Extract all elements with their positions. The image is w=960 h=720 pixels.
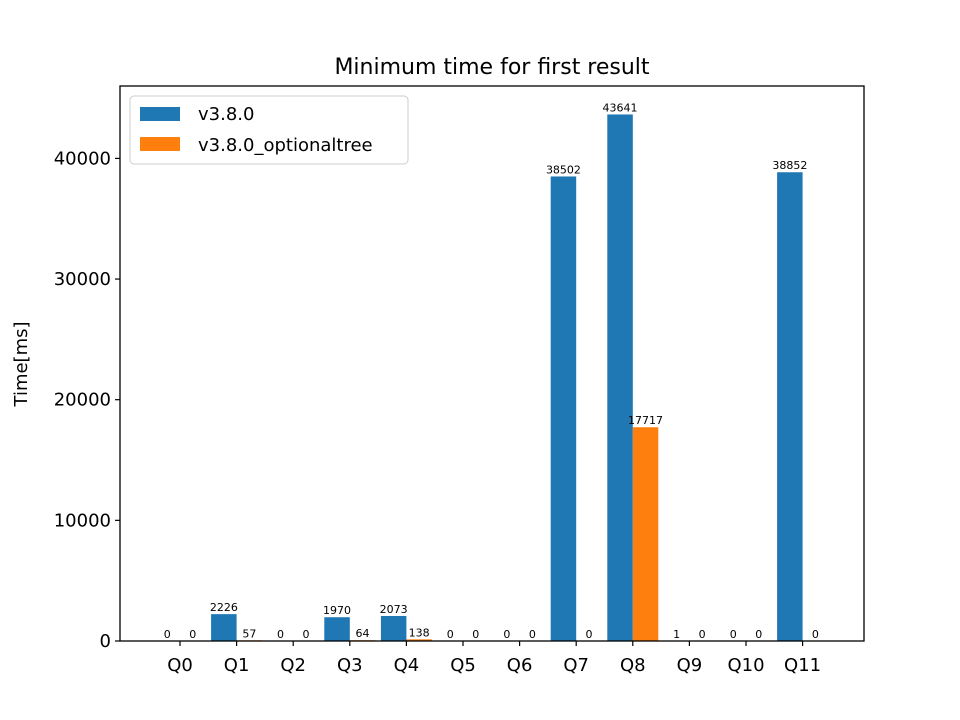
data-label-q3-series-1: 1970 — [323, 604, 351, 617]
y-tick-label-0: 0 — [100, 631, 111, 652]
legend-box — [129, 95, 409, 165]
bar-q8-series-2 — [632, 427, 659, 641]
x-tick-label-q5: Q5 — [450, 655, 476, 676]
x-tick-label-q9: Q9 — [677, 655, 703, 676]
x-tick-label-q8: Q8 — [620, 655, 646, 676]
x-tick-label-q3: Q3 — [337, 655, 363, 676]
data-label-q2-series-1: 0 — [277, 628, 284, 641]
data-label-q9-series-2: 0 — [699, 628, 706, 641]
legend: v3.8.0 v3.8.0_optionaltree — [129, 95, 409, 165]
bar-q4-series-1 — [380, 615, 407, 641]
y-tick-label-20000: 20000 — [54, 390, 111, 411]
x-tick-label-q6: Q6 — [507, 655, 533, 676]
plot-frame — [119, 85, 865, 642]
legend-label-v3-8-0-optionaltree: v3.8.0_optionaltree — [198, 135, 373, 156]
data-label-q1-series-2: 57 — [242, 627, 256, 640]
x-tick-label-q4: Q4 — [394, 655, 420, 676]
data-label-q6-series-2: 0 — [529, 628, 536, 641]
data-label-q2-series-2: 0 — [302, 628, 309, 641]
data-label-q0-series-2: 0 — [189, 628, 196, 641]
bar-q3-series-1 — [324, 617, 350, 641]
bar-q1-series-1 — [211, 614, 237, 641]
data-label-q0-series-1: 0 — [164, 628, 171, 641]
legend-swatch-v3-8-0 — [140, 107, 180, 121]
y-axis: 0 10000 20000 30000 40000 — [54, 148, 120, 652]
x-axis: Q0 Q1 Q2 Q3 Q4 Q5 Q6 Q7 Q8 Q9 Q10 Q11 — [167, 641, 821, 676]
data-label-q6-series-1: 0 — [503, 628, 510, 641]
data-label-q7-series-1: 38502 — [546, 163, 581, 176]
x-tick-label-q7: Q7 — [563, 655, 589, 676]
data-label-q1-series-1: 2226 — [210, 601, 238, 614]
data-label-q8-series-2: 17717 — [628, 414, 663, 427]
data-label-q8-series-1: 43641 — [603, 101, 638, 114]
x-tick-label-q11: Q11 — [784, 655, 821, 676]
data-label-q5-series-1: 0 — [447, 628, 454, 641]
y-tick-label-30000: 30000 — [54, 269, 111, 290]
legend-label-v3-8-0: v3.8.0 — [198, 104, 254, 125]
y-tick-label-40000: 40000 — [54, 148, 111, 169]
data-label-q11-series-2: 0 — [812, 628, 819, 641]
bar-q7-series-1 — [550, 176, 577, 641]
y-tick-label-10000: 10000 — [54, 510, 111, 531]
x-tick-label-q2: Q2 — [280, 655, 306, 676]
data-label-q4-series-2: 138 — [409, 626, 430, 639]
legend-swatch-v3-8-0-optionaltree — [140, 137, 180, 151]
data-label-q9-series-1: 1 — [673, 628, 680, 641]
data-label-q5-series-2: 0 — [472, 628, 479, 641]
chart-title: Minimum time for first result — [334, 55, 649, 80]
data-label-q10-series-1: 0 — [730, 628, 737, 641]
x-tick-label-q0: Q0 — [167, 655, 193, 676]
data-label-q7-series-2: 0 — [585, 628, 592, 641]
bars-layer — [211, 114, 803, 641]
bar-q8-series-1 — [607, 114, 633, 641]
data-label-q4-series-1: 2073 — [380, 603, 408, 616]
x-tick-label-q10: Q10 — [727, 655, 764, 676]
y-axis-label: Time[ms] — [11, 321, 32, 407]
data-label-q11-series-1: 38852 — [772, 159, 807, 172]
data-label-q10-series-2: 0 — [755, 628, 762, 641]
data-label-q3-series-2: 64 — [356, 627, 370, 640]
x-tick-label-q1: Q1 — [224, 655, 250, 676]
bar-q11-series-1 — [777, 172, 803, 641]
bar-q4-series-2 — [406, 639, 432, 641]
